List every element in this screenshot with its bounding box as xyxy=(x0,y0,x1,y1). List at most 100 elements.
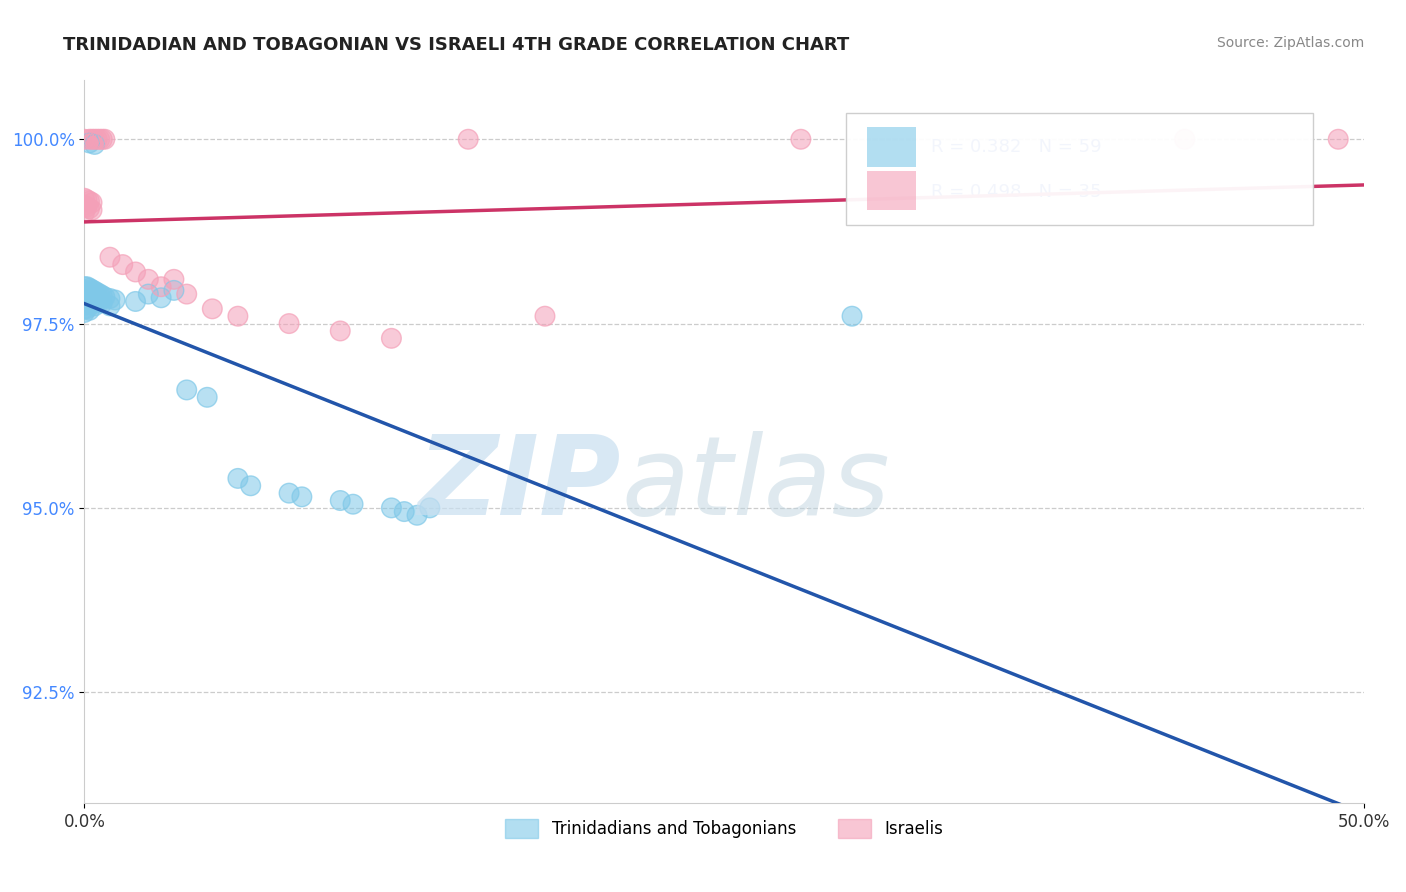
Point xyxy=(76,294,98,309)
Point xyxy=(457,132,479,146)
Point xyxy=(79,288,101,302)
Point xyxy=(79,194,101,209)
Point xyxy=(124,294,146,309)
Point xyxy=(73,305,96,319)
Point xyxy=(83,132,105,146)
Point xyxy=(79,132,101,146)
Point xyxy=(98,250,121,264)
Point xyxy=(79,296,101,310)
Point xyxy=(79,296,101,310)
Point xyxy=(79,202,101,216)
Point xyxy=(138,287,160,301)
Point xyxy=(86,293,108,307)
Point xyxy=(291,490,314,504)
Point xyxy=(841,309,863,323)
Point xyxy=(226,309,249,323)
Point xyxy=(79,202,101,216)
Point xyxy=(342,497,364,511)
Point xyxy=(73,291,96,305)
Point xyxy=(104,293,127,307)
Point xyxy=(150,279,173,293)
Point xyxy=(291,490,314,504)
Text: R = 0.498   N = 35: R = 0.498 N = 35 xyxy=(931,183,1102,202)
Point xyxy=(73,294,96,309)
Point xyxy=(89,287,111,301)
Point xyxy=(406,508,429,523)
Point xyxy=(98,292,121,306)
Point xyxy=(83,137,105,152)
Point xyxy=(79,281,101,295)
Point xyxy=(226,471,249,485)
Point xyxy=(73,291,96,305)
Point xyxy=(239,479,262,493)
Point xyxy=(73,284,96,298)
Point xyxy=(150,291,173,305)
Point xyxy=(80,132,103,146)
Point xyxy=(73,287,96,301)
Point xyxy=(86,285,108,300)
Point xyxy=(86,293,108,307)
Point xyxy=(195,390,218,404)
Point xyxy=(73,279,96,293)
Point xyxy=(73,206,96,220)
Point xyxy=(86,132,108,146)
Point xyxy=(79,132,101,146)
Point xyxy=(150,279,173,293)
Point xyxy=(329,324,352,338)
Point xyxy=(73,206,96,220)
Point xyxy=(91,132,114,146)
Point xyxy=(80,290,103,304)
Point xyxy=(76,200,98,214)
Point xyxy=(73,199,96,213)
Point xyxy=(176,287,198,301)
Point xyxy=(79,281,101,295)
Point xyxy=(76,193,98,207)
Point xyxy=(329,324,352,338)
Point xyxy=(124,265,146,279)
Point xyxy=(73,199,96,213)
Point xyxy=(83,137,105,152)
Point xyxy=(1327,132,1350,146)
Point xyxy=(80,283,103,297)
Point xyxy=(83,284,105,298)
Point xyxy=(98,299,121,313)
Point xyxy=(89,287,111,301)
Point xyxy=(76,279,98,293)
Text: atlas: atlas xyxy=(621,432,890,539)
Point xyxy=(419,500,441,515)
Point xyxy=(94,290,117,304)
Point xyxy=(380,331,402,345)
Point xyxy=(79,136,101,150)
Point xyxy=(98,292,121,306)
Point xyxy=(91,132,114,146)
Point xyxy=(163,284,186,298)
Point xyxy=(138,272,160,286)
Point xyxy=(278,486,301,500)
Point xyxy=(83,132,105,146)
Point xyxy=(83,292,105,306)
Point xyxy=(73,301,96,316)
Point xyxy=(76,287,98,301)
Point xyxy=(1327,132,1350,146)
Point xyxy=(278,317,301,331)
Point xyxy=(76,193,98,207)
Point xyxy=(73,132,96,146)
Point xyxy=(150,291,173,305)
Point xyxy=(104,293,127,307)
Point xyxy=(76,279,98,293)
Point xyxy=(201,301,224,316)
Point xyxy=(76,200,98,214)
Point xyxy=(80,195,103,210)
Point xyxy=(239,479,262,493)
Text: ZIP: ZIP xyxy=(418,432,621,539)
Point xyxy=(226,309,249,323)
FancyBboxPatch shape xyxy=(845,112,1313,225)
Point xyxy=(342,497,364,511)
Point xyxy=(176,287,198,301)
Point xyxy=(80,195,103,210)
Point xyxy=(80,297,103,311)
Point xyxy=(73,287,96,301)
Point xyxy=(79,303,101,318)
Point xyxy=(73,132,96,146)
Point xyxy=(73,301,96,316)
